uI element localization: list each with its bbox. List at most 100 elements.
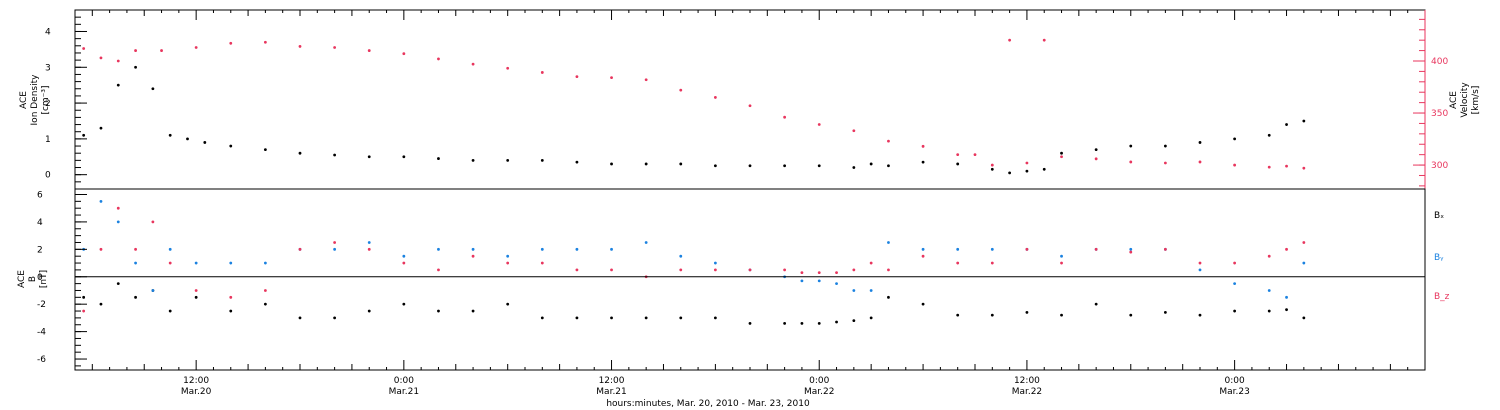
bz-point: [990, 261, 994, 265]
by-point: [610, 247, 613, 251]
bz-point: [835, 271, 838, 275]
density-point: [575, 160, 579, 164]
density-point: [203, 141, 207, 144]
by-point: [168, 247, 172, 251]
by-point: [713, 261, 717, 265]
bz-point: [116, 206, 120, 210]
velocity-point: [1163, 161, 1167, 165]
by-point: [1060, 254, 1063, 258]
density-point: [471, 158, 475, 162]
field-tick-label: 6: [37, 190, 43, 200]
velocity-point: [887, 139, 890, 143]
density-point: [134, 65, 137, 69]
by-point: [800, 279, 804, 283]
velocity-axis-title-line3: [km/s]: [1471, 86, 1481, 115]
field-tick-label: 0: [37, 273, 43, 283]
by-point: [194, 261, 198, 265]
bx-point: [1285, 308, 1288, 312]
by-point: [852, 289, 856, 292]
field-tick-label: -4: [37, 328, 46, 338]
velocity-point: [1285, 164, 1288, 168]
by-point: [99, 199, 103, 203]
velocity-tick-label: 300: [1431, 161, 1448, 171]
velocity-point: [1267, 165, 1271, 169]
density-axis-title-line1: ACE: [19, 91, 29, 109]
density-point: [1060, 151, 1063, 155]
legend-bz: B_z: [1434, 292, 1450, 302]
bz-point: [679, 268, 683, 272]
velocity-point: [990, 163, 994, 167]
bz-point: [540, 261, 544, 265]
time-tick-label: 0:00: [1225, 376, 1245, 386]
bx-point: [1129, 313, 1133, 317]
density-point: [748, 164, 752, 168]
bx-point: [298, 316, 302, 320]
bz-point: [168, 261, 172, 265]
by-point: [679, 254, 683, 258]
velocity-point: [367, 49, 371, 52]
density-point: [887, 164, 890, 168]
bx-point: [471, 309, 475, 313]
bz-point: [229, 295, 233, 299]
bz-point: [887, 268, 890, 272]
bx-point: [168, 309, 172, 313]
velocity-point: [921, 144, 925, 148]
density-point: [956, 162, 960, 166]
velocity-point: [333, 46, 337, 49]
velocity-point: [1008, 38, 1012, 42]
bx-point: [1233, 309, 1237, 313]
velocity-point: [402, 52, 406, 56]
bz-point: [1285, 247, 1288, 251]
bz-point: [194, 289, 198, 292]
density-axis-title-line3: [cm⁻³]: [41, 85, 51, 114]
density-point: [506, 158, 510, 162]
bz-point: [1233, 261, 1237, 265]
velocity-point: [1025, 161, 1029, 165]
bx-point: [956, 313, 960, 317]
density-axis-title: ACE Ion Density [cm⁻³]: [19, 74, 51, 126]
field-axis-title-line3: [nT]: [39, 270, 49, 288]
density-point: [990, 167, 994, 171]
by-point: [437, 247, 440, 251]
velocity-point: [644, 78, 648, 82]
by-point: [263, 261, 267, 265]
bx-point: [540, 316, 544, 320]
field-tick-label: -6: [37, 355, 46, 365]
field-axis-title-line1: ACE: [17, 270, 27, 288]
velocity-point: [229, 41, 233, 45]
density-point: [1094, 148, 1098, 152]
density-point: [644, 162, 648, 166]
magnetic-field-marks: [82, 199, 1306, 325]
field-axis-title-line2: B: [28, 276, 38, 282]
bz-point: [610, 268, 613, 272]
density-point: [229, 144, 233, 148]
bz-point: [1198, 261, 1202, 265]
velocity-point: [852, 129, 856, 133]
date-tick-label: Mar.21: [389, 387, 419, 397]
density-velocity-marks: [82, 38, 1306, 175]
velocity-axis-title-line2: Velocity: [1460, 82, 1470, 118]
by-point: [540, 247, 544, 251]
time-axis: 12:00Mar.200:00Mar.2112:00Mar.210:00Mar.…: [91, 10, 1409, 397]
bz-point: [437, 268, 440, 272]
velocity-point: [1198, 160, 1202, 164]
density-point: [402, 155, 406, 159]
velocity-axis-title: ACE Velocity [km/s]: [1449, 82, 1481, 118]
magnetic-field-frame: [74, 188, 1426, 371]
density-point: [1025, 169, 1029, 173]
by-point: [644, 241, 648, 244]
bz-point: [1025, 247, 1029, 251]
bz-point: [82, 309, 86, 313]
by-point: [367, 241, 371, 244]
velocity-point: [1042, 38, 1046, 42]
velocity-point: [956, 153, 960, 157]
density-point: [1129, 144, 1133, 148]
legend-by: Bᵧ: [1434, 253, 1444, 263]
velocity-point: [679, 88, 683, 92]
velocity-point: [817, 123, 821, 126]
by-point: [506, 254, 510, 258]
density-point: [263, 148, 267, 152]
by-point: [1129, 247, 1133, 251]
bx-point: [644, 316, 648, 320]
time-tick-label: 12:00: [183, 376, 209, 386]
